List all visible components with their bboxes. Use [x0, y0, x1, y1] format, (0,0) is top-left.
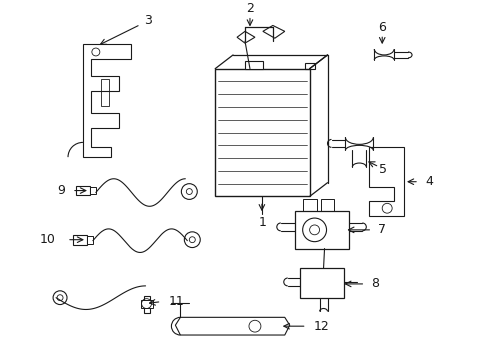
Text: 1: 1	[259, 216, 266, 229]
Bar	[302, 199, 316, 211]
Bar	[143, 296, 149, 314]
Bar	[87, 236, 93, 244]
Bar	[320, 199, 334, 211]
Bar	[73, 235, 87, 244]
Bar	[141, 300, 152, 307]
Bar	[215, 69, 309, 197]
Bar	[244, 61, 263, 69]
Text: 10: 10	[39, 233, 55, 246]
Bar	[76, 186, 90, 195]
Bar	[90, 186, 96, 194]
Bar	[101, 78, 108, 106]
Text: 9: 9	[57, 184, 65, 197]
Text: 4: 4	[424, 175, 432, 188]
Text: 6: 6	[378, 21, 386, 34]
Text: 7: 7	[377, 223, 386, 237]
Text: 12: 12	[313, 320, 329, 333]
Text: 8: 8	[370, 278, 379, 291]
Text: 11: 11	[168, 295, 184, 308]
Text: 5: 5	[378, 163, 386, 176]
Bar	[294, 211, 349, 248]
Text: 3: 3	[143, 14, 151, 27]
Bar	[299, 268, 344, 298]
Text: 2: 2	[245, 2, 253, 15]
Bar	[304, 63, 314, 69]
